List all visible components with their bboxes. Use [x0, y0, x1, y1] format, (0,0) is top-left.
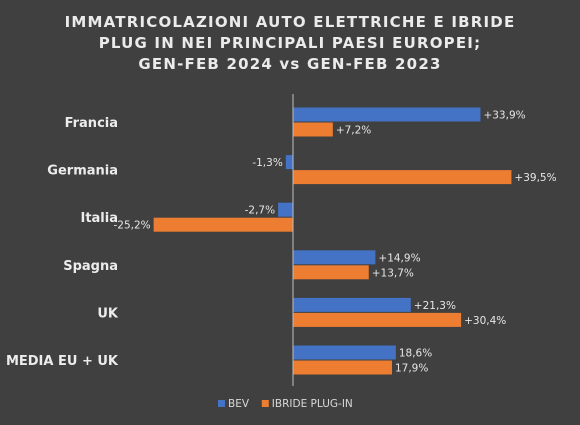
bar-phev-uk — [293, 312, 462, 327]
category-label-italia: Italia — [80, 211, 118, 226]
bar-bev-francia — [293, 107, 481, 122]
data-label-bev-germania: -1,3% — [252, 157, 282, 169]
data-label-bev-media-eu-uk: 18,6% — [399, 348, 432, 360]
data-label-bev-italia: -2,7% — [245, 205, 275, 217]
legend-swatch-phev — [261, 400, 269, 407]
category-label-germania: Germania — [47, 164, 118, 179]
chart-title-line-2: PLUG IN NEI PRINCIPALI PAESI EUROPEI; — [98, 34, 482, 52]
legend-label-bev: BEV — [228, 398, 250, 410]
data-label-bev-spagna: +14,9% — [378, 252, 420, 264]
data-label-bev-francia: +33,9% — [483, 110, 525, 122]
bar-bev-uk — [293, 297, 411, 312]
category-label-media-eu-uk: MEDIA EU + UK — [6, 354, 119, 369]
bar-bev-italia — [278, 202, 293, 217]
bar-phev-francia — [293, 122, 333, 137]
bar-bev-media-eu-uk — [293, 345, 396, 360]
bar-phev-media-eu-uk — [293, 360, 392, 375]
bar-phev-italia — [153, 217, 293, 232]
data-label-phev-germania: +39,5% — [514, 172, 556, 184]
data-label-phev-italia: -25,2% — [113, 220, 150, 232]
data-label-bev-uk: +21,3% — [414, 300, 456, 312]
category-label-uk: UK — [97, 306, 119, 321]
bar-phev-spagna — [293, 265, 369, 280]
bar-bev-spagna — [293, 250, 376, 265]
data-label-phev-spagna: +13,7% — [372, 267, 414, 279]
data-label-phev-uk: +30,4% — [464, 315, 506, 327]
category-label-francia: Francia — [65, 116, 118, 131]
chart-title-line-3: GEN-FEB 2024 vs GEN-FEB 2023 — [138, 55, 442, 73]
legend-swatch-bev — [218, 400, 225, 407]
bar-phev-germania — [293, 170, 512, 185]
category-label-spagna: Spagna — [63, 259, 118, 274]
data-label-phev-media-eu-uk: 17,9% — [395, 363, 428, 375]
data-label-phev-francia: +7,2% — [336, 125, 371, 137]
legend-label-phev: IBRIDE PLUG-IN — [272, 398, 353, 410]
bar-bev-germania — [285, 155, 293, 170]
chart-title-line-1: IMMATRICOLAZIONI AUTO ELETTRICHE E IBRID… — [64, 13, 516, 31]
chart-title: IMMATRICOLAZIONI AUTO ELETTRICHE E IBRID… — [0, 12, 580, 75]
